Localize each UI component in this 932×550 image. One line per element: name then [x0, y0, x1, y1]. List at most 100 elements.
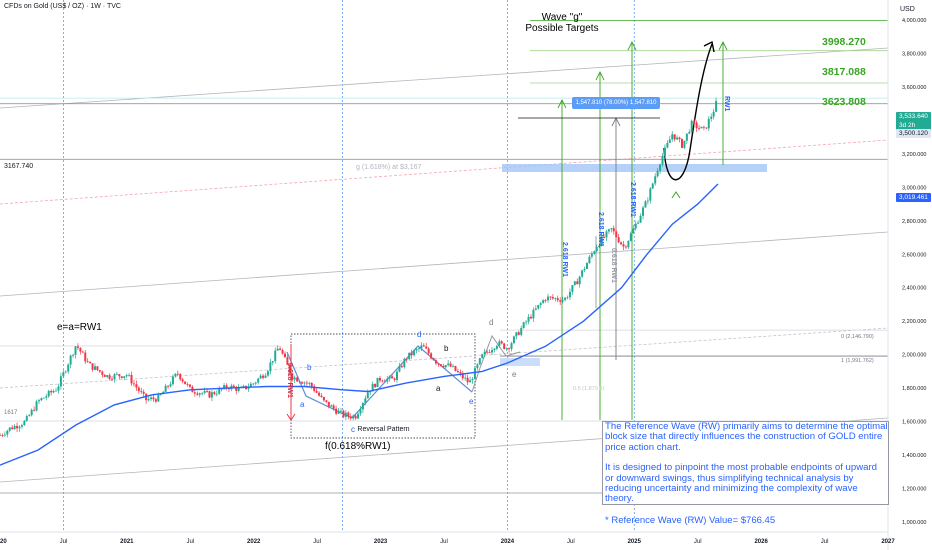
- candle-up: [578, 276, 581, 285]
- wave-de-path: [471, 334, 521, 393]
- candle-up: [74, 346, 77, 355]
- y-tick-label: 3,200.000: [902, 152, 926, 158]
- candle-down: [620, 242, 623, 245]
- candle-up: [330, 405, 333, 407]
- y-axis: 4,000.0003,800.0003,600.0003,400.0003,20…: [887, 0, 926, 550]
- candle-up: [386, 378, 389, 382]
- fib-1-label: 1 (1,991.762): [841, 358, 874, 364]
- candle-down: [488, 352, 491, 353]
- candle-up: [25, 416, 28, 421]
- candle-up: [547, 296, 550, 301]
- candle-up: [164, 385, 167, 392]
- candle-up: [413, 350, 416, 356]
- candle-down: [301, 382, 304, 384]
- candle-down: [291, 373, 294, 380]
- y-tick-label: 1,200.000: [902, 487, 926, 493]
- candle-up: [512, 336, 515, 344]
- candle-down: [120, 376, 123, 378]
- candle-down: [262, 375, 265, 378]
- candle-up: [271, 360, 274, 363]
- candle-down: [459, 372, 462, 374]
- candle-down: [179, 373, 182, 380]
- candle-up: [408, 352, 411, 360]
- candle-up: [303, 382, 306, 384]
- candle-up: [595, 246, 598, 252]
- candle-up: [464, 377, 467, 379]
- f-label: f(0.618%RW1): [325, 441, 391, 452]
- candle-up: [598, 245, 601, 247]
- candle-down: [673, 134, 676, 140]
- candle-down: [400, 366, 403, 368]
- symbol-title: CFDs on Gold (US$ / OZ) · 1W · TVC: [4, 3, 121, 10]
- candle-down: [108, 375, 111, 379]
- candle-down: [281, 349, 284, 354]
- candle-up: [707, 118, 710, 129]
- measure-callout: 1,547.810 (78.00%) 1,547.810: [572, 97, 660, 109]
- candle-up: [269, 362, 272, 372]
- candle-up: [293, 377, 296, 380]
- candle-up: [40, 398, 43, 401]
- current-price-tag: 3,533.640 3d 2h: [896, 112, 931, 130]
- rw-vertical-a: 2.618 RW1: [561, 242, 568, 277]
- candle-down: [449, 363, 452, 367]
- candle-down: [705, 127, 708, 129]
- candle-up: [28, 415, 31, 417]
- candle-up: [668, 139, 671, 143]
- candle-up: [113, 374, 116, 380]
- x-tick-label: 2020: [0, 539, 7, 545]
- candle-up: [42, 397, 45, 399]
- note-footer: * Reference Wave (RW) Value= $766.45: [605, 515, 776, 526]
- candle-up: [646, 200, 649, 202]
- candle-up: [676, 137, 679, 140]
- candle-up: [257, 378, 260, 383]
- moving-average-layer: [0, 183, 719, 466]
- countdown-value: 3d 2h: [899, 122, 916, 129]
- wave-label-d: d: [417, 330, 422, 339]
- candle-up: [47, 390, 50, 397]
- candle-up: [259, 375, 262, 379]
- candle-up: [352, 415, 355, 419]
- candle-down: [405, 358, 408, 360]
- candle-down: [378, 377, 381, 381]
- wave-label-d2: d: [489, 318, 494, 327]
- target-1-label: 3998.270: [822, 36, 866, 48]
- candle-up: [588, 256, 591, 264]
- candle-up: [473, 368, 476, 380]
- wave-label-a2: a: [436, 384, 441, 393]
- candle-up: [30, 409, 33, 416]
- wave-label-b: b: [307, 363, 312, 372]
- target-arrow-c-head: [627, 40, 637, 51]
- candle-up: [644, 201, 647, 208]
- candle-up: [539, 303, 542, 305]
- wave-label-e: e: [512, 370, 517, 379]
- level-price-tag: 3,500.120: [896, 129, 931, 138]
- candle-up: [566, 297, 569, 299]
- candle-down: [81, 351, 84, 353]
- candle-up: [671, 134, 674, 140]
- candle-up: [573, 281, 576, 286]
- candle-up: [201, 392, 204, 394]
- candle-up: [627, 240, 630, 248]
- candle-up: [266, 371, 269, 376]
- candle-up: [542, 300, 545, 304]
- candle-up: [710, 116, 713, 119]
- candle-down: [140, 391, 143, 392]
- candle-down: [50, 390, 53, 393]
- target-3-label: 3623.808: [822, 96, 866, 108]
- level-left-small-label: 1617: [4, 410, 18, 416]
- dashed-trend-gray: [0, 327, 889, 389]
- wave-title-line1: Wave "g": [541, 12, 583, 23]
- candle-down: [103, 374, 106, 377]
- candle-up: [568, 291, 571, 298]
- candle-up: [452, 365, 455, 367]
- candle-down: [549, 296, 552, 298]
- candle-up: [590, 253, 593, 257]
- candle-up: [629, 233, 632, 241]
- candle-down: [208, 391, 211, 398]
- channel-line-upper: [0, 47, 889, 109]
- candle-down: [612, 228, 615, 232]
- candle-up: [600, 236, 603, 246]
- e-equals-a-label: e=a=RW1: [57, 322, 102, 333]
